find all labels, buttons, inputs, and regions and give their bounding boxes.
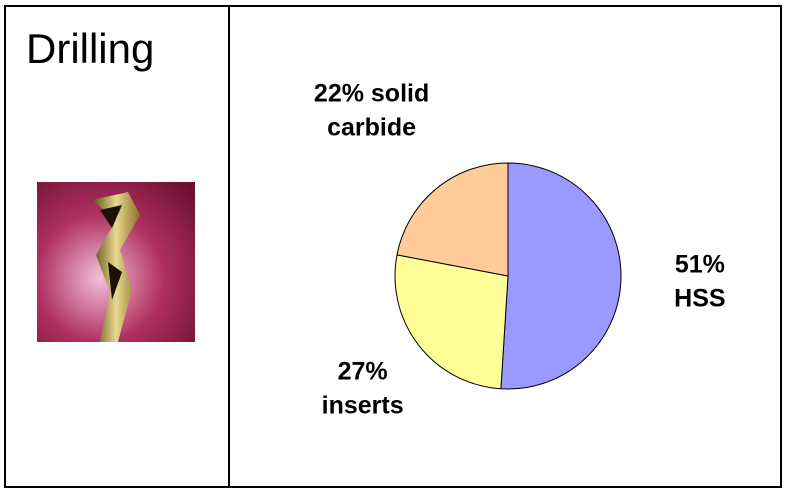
pie-slice bbox=[394, 254, 509, 390]
slide-title: Drilling bbox=[26, 25, 155, 72]
pie-slice bbox=[396, 162, 509, 277]
slice-label: 27% inserts bbox=[321, 357, 404, 419]
pie-slice bbox=[500, 162, 622, 390]
slice-label: 51% HSS bbox=[674, 250, 726, 313]
pie bbox=[394, 162, 622, 390]
frame bbox=[4, 5, 782, 488]
drill-image bbox=[37, 182, 195, 342]
slice-label: 22% solid carbide bbox=[313, 79, 430, 142]
